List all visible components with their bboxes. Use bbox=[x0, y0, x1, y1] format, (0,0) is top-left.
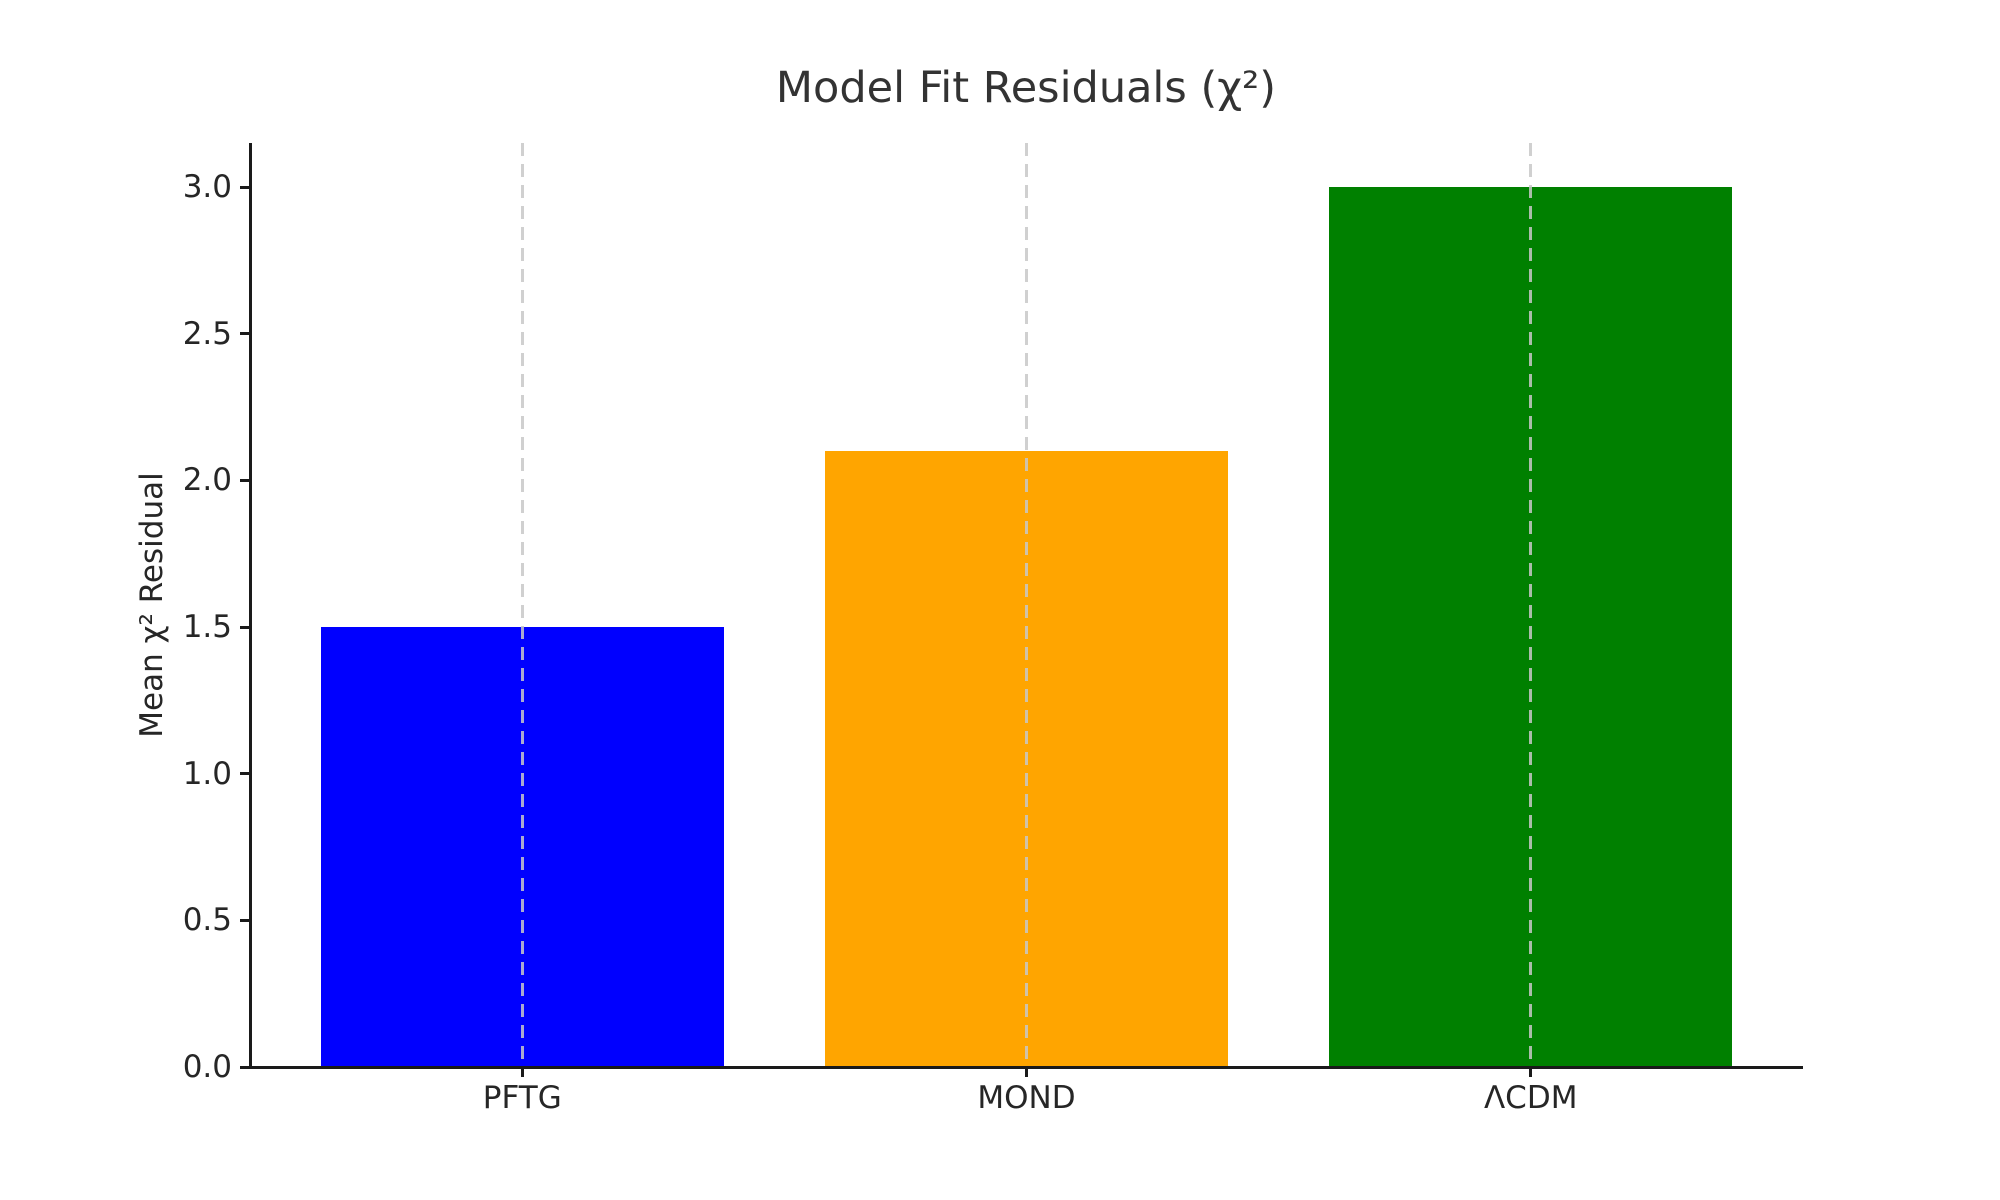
x-tick-mark bbox=[1529, 1068, 1533, 1077]
y-tick-mark bbox=[240, 918, 249, 922]
x-tick-mark bbox=[1025, 1068, 1028, 1077]
y-tick-label: 1.5 bbox=[182, 609, 232, 645]
y-tick-label: 1.0 bbox=[182, 755, 232, 792]
y-tick-label: 2.5 bbox=[182, 315, 232, 352]
y-tick-mark bbox=[240, 1065, 249, 1069]
y-tick-mark bbox=[240, 772, 249, 776]
y-tick-mark bbox=[240, 185, 249, 189]
gridline-ΛCDM bbox=[1529, 143, 1533, 1067]
x-tick-label: PFTG bbox=[482, 1080, 562, 1116]
y-tick-label: 0.0 bbox=[182, 1049, 232, 1085]
gridline-MOND bbox=[1025, 143, 1028, 1067]
y-tick-mark bbox=[240, 625, 249, 629]
bottom-spine bbox=[249, 1066, 1803, 1069]
y-tick-mark bbox=[240, 478, 249, 482]
x-tick-mark bbox=[520, 1068, 524, 1077]
y-tick-label: 0.5 bbox=[182, 902, 232, 939]
y-tick-label: 3.0 bbox=[182, 169, 232, 205]
y-axis-label: Mean χ² Residual bbox=[134, 472, 170, 738]
left-spine bbox=[249, 143, 252, 1069]
x-tick-label: MOND bbox=[977, 1080, 1076, 1116]
x-tick-label: ΛCDM bbox=[1483, 1080, 1578, 1116]
y-tick-label: 2.0 bbox=[182, 462, 232, 499]
gridline-PFTG bbox=[520, 143, 524, 1067]
y-tick-mark bbox=[240, 332, 249, 336]
chart-title: Model Fit Residuals (χ²) bbox=[775, 63, 1277, 113]
